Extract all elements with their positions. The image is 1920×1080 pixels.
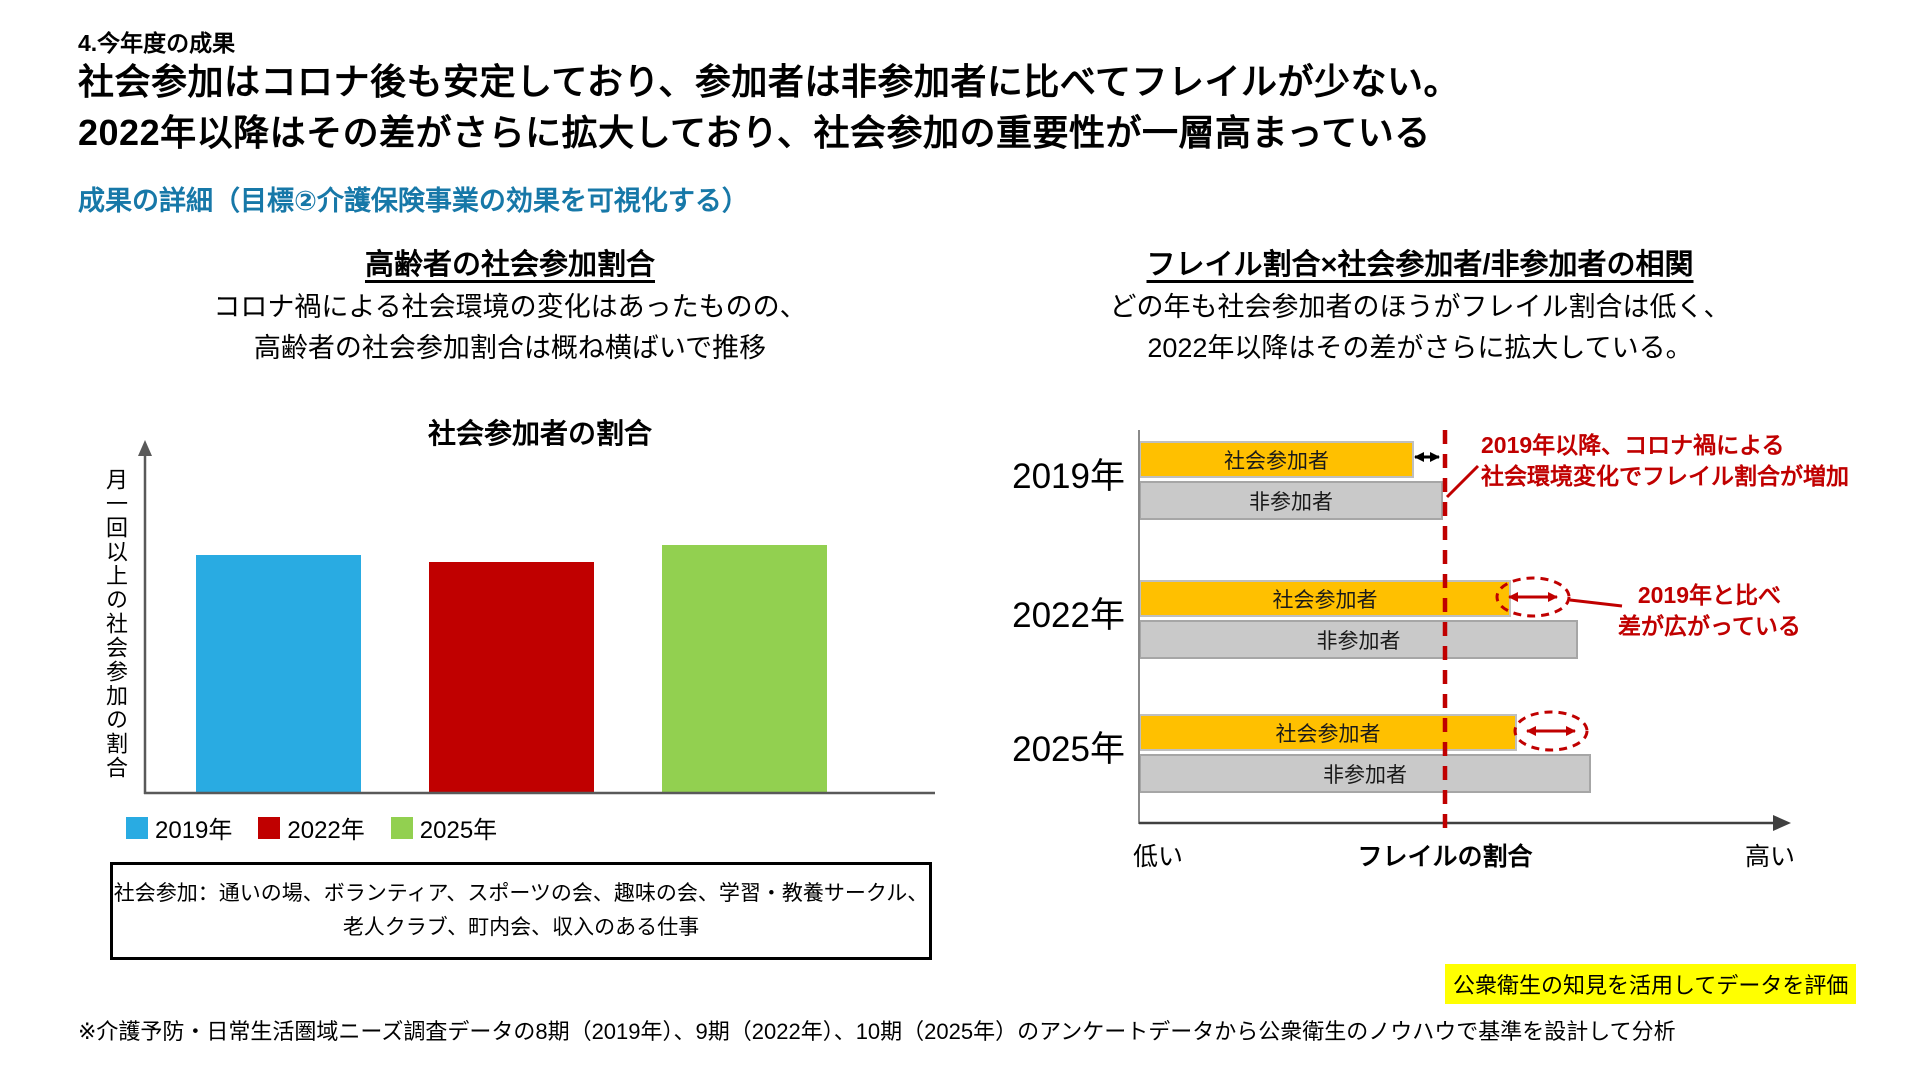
left-panel-heading: 高齢者の社会参加割合 [364,249,655,281]
bar-series-label: 社会参加者 [1275,722,1381,746]
note-line1: 社会参加：通いの場、ボランティア、スポーツの会、趣味の会、学習・教養サークル、 [113,882,929,906]
right-panel-description: どの年も社会参加者のほうがフレイル割合は低く、 2022年以降はその差がさらに拡… [950,287,1890,368]
legend-swatch-icon [390,816,413,839]
group-label-2025年: 2025年 [1012,730,1125,769]
hbar-2022年-非参加者: 非参加者 [1139,620,1578,659]
bar-2019年 [196,555,361,793]
annotation-gap-widening: 2019年と比べ 差が広がっている [1618,580,1801,642]
bar-series-label: 非参加者 [1323,763,1407,787]
annotation1-line2: 社会環境変化でフレイル割合が増加 [1481,463,1849,490]
bar-2022年 [429,562,594,793]
bar-series-label: 社会参加者 [1224,449,1329,473]
right-x-axis-arrow-icon [1773,815,1791,831]
left-desc-line2: 高齢者の社会参加割合は概ね横ばいで推移 [253,332,767,363]
right-panel-heading: フレイル割合×社会参加者/非参加者の相関 [1146,249,1694,281]
gap-ellipse-2025 [1513,710,1589,752]
footnote: ※介護予防・日常生活圏域ニーズ調査データの8期（2019年）、9期（2022年）… [78,1019,1676,1044]
left-chart-title: 社会参加者の割合 [427,418,652,449]
public-health-highlight: 公衆衛生の知見を活用してデータを評価 [1445,964,1857,1004]
legend-label: 2019年 [155,817,233,844]
annotation2-line2: 差が広がっている [1618,613,1801,640]
page-title: 社会参加はコロナ後も安定しており、参加者は非参加者に比べてフレイルが少ない。 2… [78,56,1460,158]
right-desc-line1: どの年も社会参加者のほうがフレイル割合は低く、 [1109,292,1731,322]
social-participation-note-box: 社会参加：通いの場、ボランティア、スポーツの会、趣味の会、学習・教養サークル、 … [110,862,932,960]
note-line2: 老人クラブ、町内会、収入のある仕事 [342,916,700,939]
annotation2-connector-line [1569,598,1623,608]
group-label-2022年: 2022年 [1012,596,1125,635]
page-title-line2: 2022年以降はその差がさらに拡大しており、社会参加の重要性が一層高まっている [78,112,1431,154]
hbar-2022年-社会参加者: 社会参加者 [1139,580,1511,617]
annotation1-connector-line [1445,464,1480,499]
hbar-2025年-非参加者: 非参加者 [1139,754,1591,793]
left-panel-description: コロナ禍による社会環境の変化はあったものの、 高齢者の社会参加割合は概ね横ばいで… [80,287,940,368]
right-desc-line2: 2022年以降はその差がさらに拡大している。 [1147,332,1693,363]
annotation2-line1: 2019年と比べ [1637,582,1782,608]
legend-swatch-icon [126,816,148,839]
bar-series-label: 社会参加者 [1272,588,1378,612]
right-x-axis-low-label: 低い [1133,843,1184,871]
left-chart-legend: 2019年 2022年 2025年 [126,810,497,845]
group-label-2019年: 2019年 [1012,457,1125,496]
legend-label: 2022年 [287,817,365,844]
hbar-2025年-社会参加者: 社会参加者 [1139,714,1517,751]
right-x-axis-high-label: 高い [1745,843,1796,871]
legend-item: 2025年 [390,810,498,845]
left-desc-line1: コロナ禍による社会環境の変化はあったものの、 [213,292,807,322]
legend-swatch-icon [258,816,281,839]
section-label: 4.今年度の成果 [78,30,236,56]
legend-item: 2022年 [258,810,365,845]
bar-series-label: 非参加者 [1249,490,1333,514]
legend-label: 2025年 [419,817,498,844]
legend-item: 2019年 [126,810,232,845]
hbar-2019年-非参加者: 非参加者 [1139,481,1443,520]
page-title-line1: 社会参加はコロナ後も安定しており、参加者は非参加者に比べてフレイルが少ない。 [78,61,1460,102]
annotation1-line1: 2019年以降、コロナ禍による [1481,432,1785,458]
bar-2025年 [662,545,827,793]
subtitle: 成果の詳細（目標②介護保険事業の効果を可視化する） [78,186,749,216]
right-x-axis-title: フレイルの割合 [1357,843,1533,871]
annotation-covid-frailty-increase: 2019年以降、コロナ禍による 社会環境変化でフレイル割合が増加 [1481,430,1849,492]
hbar-2019年-社会参加者: 社会参加者 [1139,441,1414,478]
bar-series-label: 非参加者 [1316,629,1401,653]
left-chart-y-axis-label: 月一回以上の社会参加の割合 [103,468,128,780]
